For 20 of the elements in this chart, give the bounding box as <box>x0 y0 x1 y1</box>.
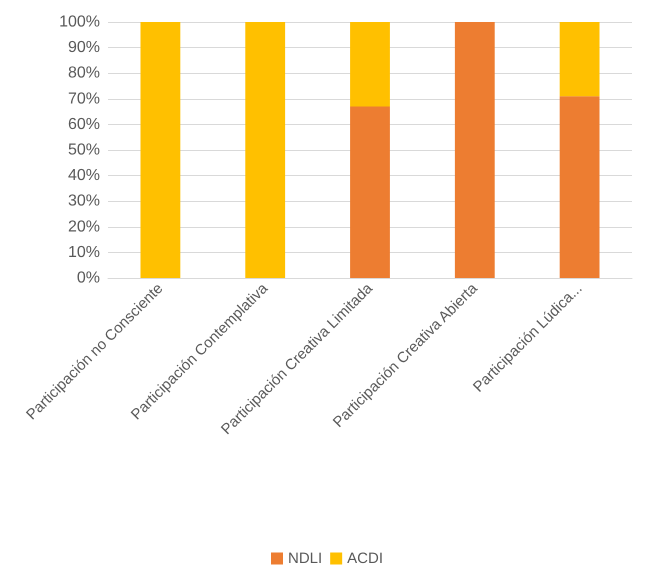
bar <box>350 22 390 106</box>
legend-label: ACDI <box>347 550 384 567</box>
y-tick-label: 0% <box>76 270 100 286</box>
y-tick-label: 30% <box>68 192 100 210</box>
legend-label: NDLI <box>288 550 322 567</box>
y-tick-label: 70% <box>68 90 100 108</box>
bar <box>454 22 495 278</box>
y-tick-label: 80% <box>68 64 100 82</box>
bar <box>350 106 390 278</box>
bar <box>140 22 180 278</box>
y-tick-label: 100% <box>59 14 100 30</box>
bar <box>560 22 600 96</box>
y-tick-label: 50% <box>68 142 100 158</box>
y-tick-label: 90% <box>68 39 100 56</box>
y-tick-label: 40% <box>68 167 100 184</box>
bar <box>560 96 600 278</box>
y-tick-label: 60% <box>68 116 100 133</box>
y-tick-label: 20% <box>68 218 100 236</box>
y-tick-label: 10% <box>68 244 100 261</box>
bar <box>245 22 286 278</box>
